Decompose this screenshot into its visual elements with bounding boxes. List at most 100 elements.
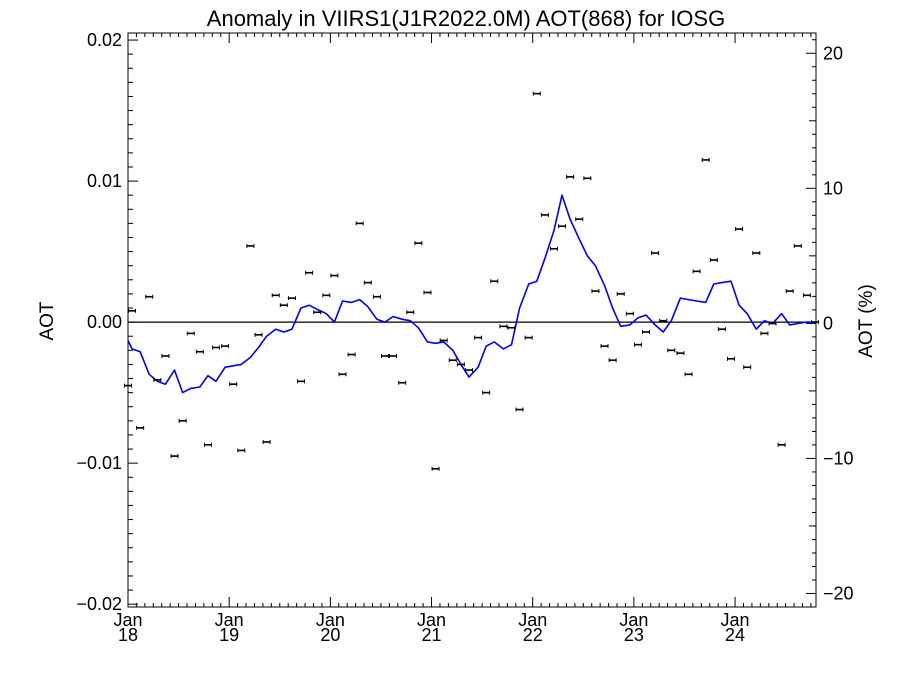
data-point: [161, 353, 170, 358]
data-point: [625, 311, 634, 316]
x-tick-label-year: 18: [118, 625, 138, 645]
plot-frame: [127, 32, 817, 608]
data-point: [128, 308, 137, 313]
data-point: [777, 442, 786, 447]
left-y-axis: 0.02 0.01 0.00 −0.01 −0.02: [76, 30, 138, 614]
y-axis-label-left: AOT: [37, 301, 58, 340]
plot-border: [127, 32, 817, 608]
data-point: [431, 466, 440, 471]
data-point: [651, 251, 660, 256]
data-point: [735, 227, 744, 232]
data-point: [398, 380, 407, 385]
data-point: [575, 217, 584, 222]
data-point: [743, 365, 752, 370]
data-point: [380, 353, 389, 358]
y-tick-label-left: 0.00: [87, 312, 122, 332]
monthly-anomaly-series: [124, 91, 819, 471]
x-tick-label-month: Jan: [113, 610, 142, 630]
data-point: [423, 290, 432, 295]
data-point: [600, 344, 609, 349]
x-tick-label-year: 22: [523, 625, 543, 645]
data-point: [389, 353, 398, 358]
data-point: [727, 356, 736, 361]
data-point: [692, 269, 701, 274]
y-tick-label-left: −0.02: [76, 594, 122, 614]
data-point: [515, 407, 524, 412]
x-tick-label-month: Jan: [721, 610, 750, 630]
data-point: [322, 293, 331, 298]
data-point: [414, 241, 423, 246]
data-point: [768, 321, 777, 326]
right-y-axis: 20 10 0 −10 −20: [806, 39, 854, 608]
x-tick-label-month: Jan: [417, 610, 446, 630]
y-tick-label-left: −0.01: [76, 453, 122, 473]
y-tick-label-right: 20: [823, 43, 843, 63]
data-point: [372, 294, 381, 299]
data-point: [221, 344, 230, 349]
data-point: [490, 279, 499, 284]
smoothed-line: [127, 194, 815, 394]
x-tick-label-month: Jan: [316, 610, 345, 630]
y-tick-label-right: 0: [823, 313, 833, 333]
y-axis-label-right: AOT (%): [856, 284, 877, 358]
data-point: [583, 176, 592, 181]
data-point: [178, 418, 187, 423]
data-point: [338, 372, 347, 377]
data-point: [540, 212, 549, 217]
data-point: [482, 390, 491, 395]
data-point: [297, 379, 306, 384]
data-point: [145, 294, 154, 299]
x-tick-label-year: 20: [320, 625, 340, 645]
data-point: [363, 280, 372, 285]
smoothed-series: [127, 194, 815, 394]
data-point: [532, 91, 541, 96]
data-point: [659, 318, 668, 323]
data-point: [667, 348, 676, 353]
data-point: [608, 358, 617, 363]
data-point: [752, 251, 761, 256]
data-point: [237, 448, 246, 453]
data-point: [136, 425, 145, 430]
data-point: [186, 331, 195, 336]
data-point: [195, 349, 204, 354]
data-point: [330, 273, 339, 278]
data-point: [474, 335, 483, 340]
data-point: [802, 293, 811, 298]
x-tick-label-year: 19: [219, 625, 239, 645]
data-point: [785, 289, 794, 294]
x-tick-label-month: Jan: [518, 610, 547, 630]
data-point: [246, 243, 255, 248]
data-point: [279, 303, 288, 308]
y-tick-label-right: −20: [823, 583, 854, 603]
data-point: [456, 362, 465, 367]
data-point: [676, 351, 685, 356]
data-point: [717, 327, 726, 332]
data-point: [287, 296, 296, 301]
data-point: [153, 377, 162, 382]
data-point: [524, 335, 533, 340]
data-point: [709, 258, 718, 263]
y-tick-label-left: 0.02: [87, 30, 122, 50]
data-point: [254, 332, 263, 337]
y-tick-label-left: 0.01: [87, 171, 122, 191]
data-point: [566, 174, 575, 179]
data-point: [616, 291, 625, 296]
data-point: [212, 345, 221, 350]
data-point: [549, 246, 558, 251]
data-point: [684, 372, 693, 377]
x-tick-label-year: 23: [624, 625, 644, 645]
data-point: [642, 329, 651, 334]
data-point: [499, 324, 508, 329]
data-point: [305, 270, 314, 275]
data-point: [124, 383, 132, 388]
chart-title: Anomaly in VIIRS1(J1R2022.0M) AOT(868) f…: [207, 6, 725, 31]
data-point: [355, 221, 364, 226]
x-tick-label-month: Jan: [619, 610, 648, 630]
data-point: [347, 352, 356, 357]
data-point: [507, 325, 516, 330]
y-tick-label-right: −10: [823, 448, 854, 468]
data-point: [406, 310, 415, 315]
data-point: [262, 439, 271, 444]
